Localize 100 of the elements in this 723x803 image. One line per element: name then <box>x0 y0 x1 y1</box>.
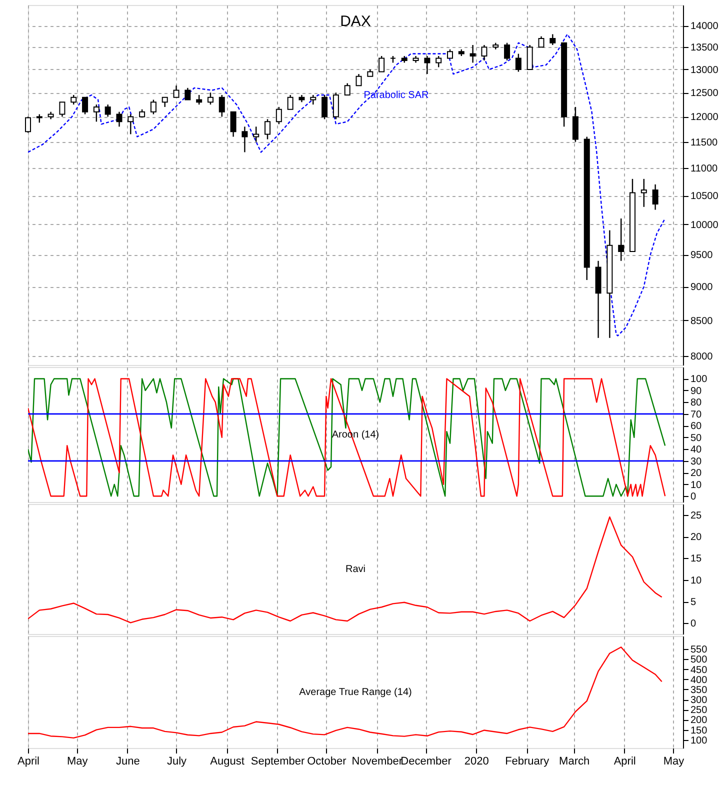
y-tick-label: 14000 <box>690 21 719 32</box>
y-tick-label: 9000 <box>690 282 714 294</box>
y-tick-label: 70 <box>690 409 702 420</box>
y-tick-label: 20 <box>690 468 702 480</box>
y-tick-label: 8500 <box>690 316 714 327</box>
candlestick <box>515 53 522 72</box>
y-tick-label: 450 <box>690 664 708 676</box>
candlestick <box>344 82 350 96</box>
y-tick-label: 10000 <box>690 220 719 231</box>
y-tick-label: 10 <box>690 480 702 491</box>
candlestick <box>436 55 442 68</box>
series-label: Parabolic SAR <box>364 90 429 101</box>
y-tick-label: 200 <box>690 715 708 726</box>
x-tick-label: December <box>400 756 452 768</box>
candlestick <box>287 94 294 110</box>
line-series <box>28 646 662 739</box>
y-tick-label: 100 <box>690 374 708 386</box>
x-tick-label: May <box>663 756 685 768</box>
y-tick-label: 550 <box>690 644 708 656</box>
x-tick-label: May <box>66 756 88 768</box>
x-tick-label: August <box>210 756 244 768</box>
y-tick-label: 90 <box>690 386 702 397</box>
y-tick-label: 10 <box>690 575 702 586</box>
x-tick-label: February <box>505 756 550 768</box>
x-tick-label: July <box>166 756 188 768</box>
y-tick-label: 60 <box>690 421 702 432</box>
y-tick-label: 80 <box>690 398 702 409</box>
x-tick-label: 2020 <box>464 756 489 768</box>
y-tick-label: 100 <box>690 735 708 746</box>
candlestick <box>572 106 578 142</box>
candlestick <box>150 99 156 115</box>
y-tick-label: 30 <box>690 456 702 468</box>
candlestick <box>550 34 556 46</box>
candlestick <box>173 84 180 98</box>
candlestick <box>93 104 100 122</box>
line-series <box>28 516 662 624</box>
candlestick <box>356 73 362 86</box>
candlestick <box>481 44 488 62</box>
candlestick <box>264 118 271 140</box>
y-tick-label: 9500 <box>690 250 714 262</box>
y-tick-label: 8000 <box>690 352 714 363</box>
candlestick <box>70 94 77 106</box>
x-tick-label: October <box>307 756 347 768</box>
y-tick-label: 12500 <box>690 88 719 100</box>
candlestick <box>332 92 339 120</box>
text: DAX <box>340 13 371 30</box>
candlestick <box>25 116 31 134</box>
candlestick <box>538 36 544 48</box>
x-tick-label: November <box>352 756 403 768</box>
y-tick-label: 15 <box>690 554 702 565</box>
y-tick-label: 50 <box>690 432 702 444</box>
candlestick <box>652 184 658 210</box>
x-tick-label: June <box>116 756 140 768</box>
candlestick <box>253 126 260 142</box>
y-tick-label: 300 <box>690 695 708 706</box>
candlestick <box>424 55 430 75</box>
candlestick <box>276 106 282 125</box>
y-tick-label: 20 <box>690 532 702 543</box>
y-tick-label: 350 <box>690 684 708 696</box>
y-tick-label: 150 <box>690 725 708 736</box>
y-tick-label: 13500 <box>690 42 719 54</box>
candlestick <box>526 44 533 70</box>
candlestick <box>322 94 328 120</box>
y-tick-label: 40 <box>690 444 702 456</box>
candlestick <box>59 102 66 118</box>
annotation: Average True Range (14) <box>299 687 412 698</box>
x-tick-label: March <box>559 756 590 768</box>
candlestick <box>378 55 385 72</box>
annotation: Ravi <box>345 564 366 575</box>
y-tick-label: 25 <box>690 510 702 522</box>
x-tick-label: April <box>17 756 40 768</box>
y-tick-label: 11500 <box>690 137 718 148</box>
x-tick-label: April <box>614 756 636 768</box>
y-tick-label: 0 <box>690 618 696 630</box>
y-tick-label: 250 <box>690 705 708 716</box>
candlestick <box>640 178 647 208</box>
y-tick-label: 10500 <box>690 191 719 202</box>
y-tick-label: 5 <box>690 597 696 608</box>
candlestick <box>310 94 316 106</box>
x-tick-label: September <box>250 756 306 768</box>
candlestick <box>470 44 476 64</box>
y-tick-label: 500 <box>690 654 708 666</box>
candlestick <box>207 92 214 106</box>
candlestick <box>82 96 88 115</box>
y-tick-label: 12000 <box>690 112 719 124</box>
candlestick <box>128 114 134 135</box>
candlestick <box>504 42 510 62</box>
y-tick-label: 11000 <box>690 164 718 175</box>
candlestick <box>230 111 236 138</box>
y-tick-label: 13000 <box>690 64 719 76</box>
line-series <box>28 378 666 497</box>
line-series <box>28 34 666 336</box>
candlestick <box>218 94 225 118</box>
y-tick-label: 0 <box>690 492 696 503</box>
candlestick <box>184 87 191 100</box>
candlestick <box>116 111 122 128</box>
y-tick-label: 400 <box>690 674 708 686</box>
candlestick <box>242 126 248 153</box>
candlestick <box>162 96 168 108</box>
candlestick <box>104 104 111 118</box>
